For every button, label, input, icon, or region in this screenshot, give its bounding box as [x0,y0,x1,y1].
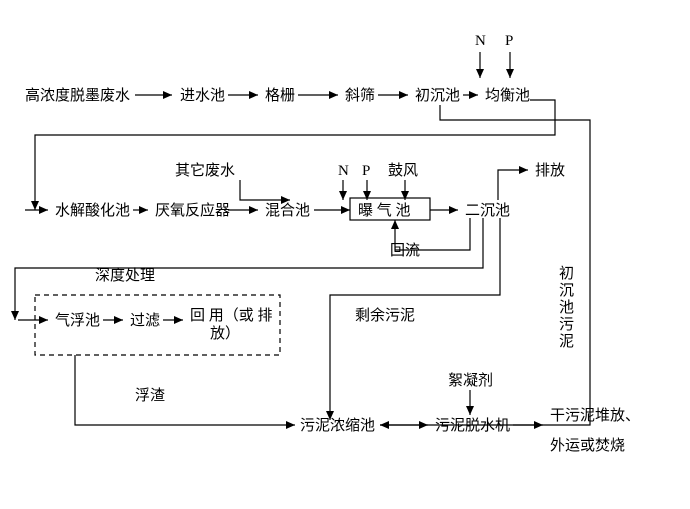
node-n19a: 回 用（或 排 [190,307,273,324]
flowchart-diagram: NP高浓度脱墨废水进水池格栅斜筛初沉池均衡池其它废水NP鼓风排放水解酸化池厌氧反… [0,0,690,509]
node-n17: 气浮池 [55,312,100,329]
node-n24: 絮凝剂 [448,372,493,389]
edge-arr_7_down [240,180,290,200]
node-n22: 污泥浓缩池 [300,417,375,434]
node-n11: 厌氧反应器 [155,201,230,219]
node-np2_P: P [362,163,370,179]
node-n8: 鼓风 [388,162,418,179]
node-n19b: 放） [210,325,240,342]
node-n23: 污泥脱水机 [435,417,510,434]
node-n3: 格栅 [265,87,295,104]
node-n21: 浮渣 [135,387,165,404]
node-side: 初沉池污泥 [557,265,574,350]
node-np2_N: N [338,163,349,179]
node-n14: 二沉池 [465,202,510,219]
edge-arr_6_10 [35,100,555,210]
node-n20: 剩余污泥 [355,306,415,324]
node-n9: 排放 [535,162,565,179]
node-n2: 进水池 [180,87,225,104]
node-n18: 过滤 [130,312,160,329]
node-n7: 其它废水 [175,161,235,179]
node-n12: 混合池 [265,202,310,219]
node-n13: 曝 气 池 [358,202,411,219]
node-n5: 初沉池 [415,87,460,104]
edge-arr_14_9 [498,170,528,200]
node-n4: 斜筛 [345,87,375,104]
node-n16: 深度处理 [95,267,155,284]
node-np1_P: P [505,33,513,49]
node-n10: 水解酸化池 [55,202,130,219]
node-np1_N: N [475,33,486,49]
node-n6: 均衡池 [485,87,530,104]
node-n1: 高浓度脱墨废水 [25,87,130,104]
node-n25b: 外运或焚烧 [550,437,625,454]
edge-arr_21_22 [75,355,295,425]
node-n25a: 干污泥堆放、 [550,407,640,424]
edge-arr_14_deep [15,218,483,320]
